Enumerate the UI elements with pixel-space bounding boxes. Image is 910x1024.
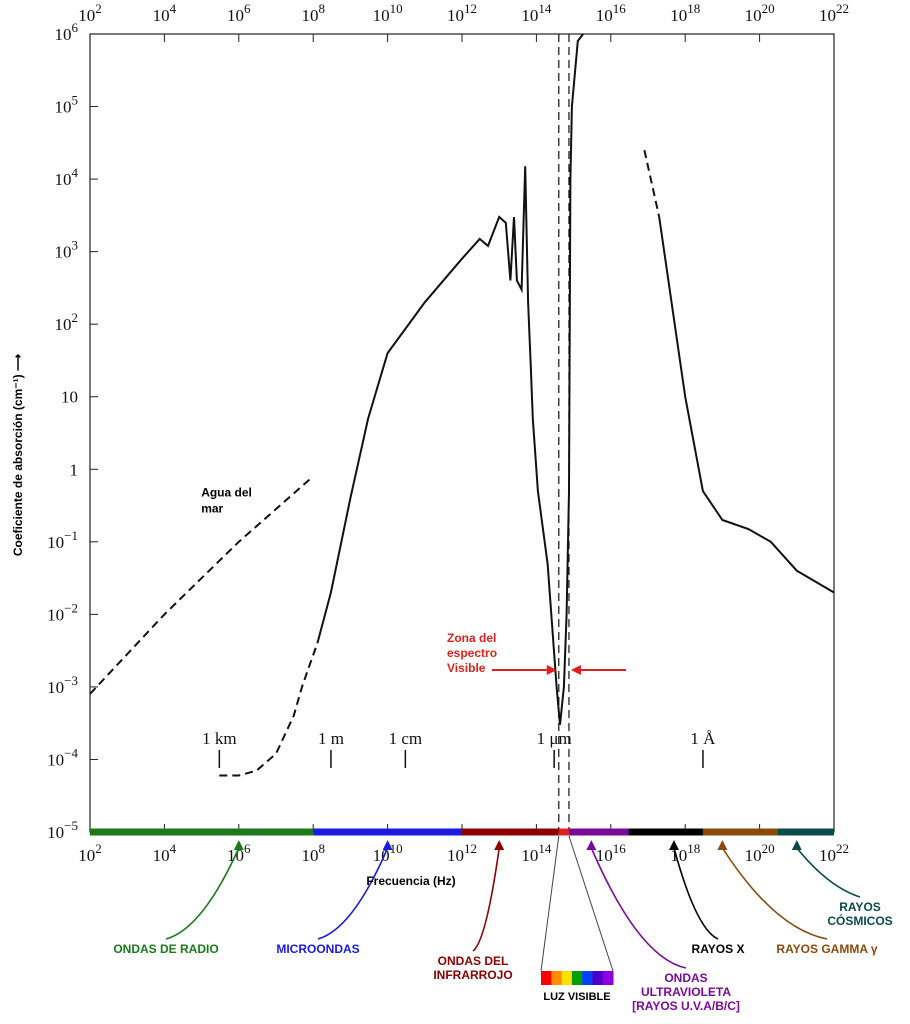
x-tick-label-bottom: 1010: [373, 841, 403, 865]
y-tick-label: 102: [55, 310, 79, 334]
visible-arrowhead-left: [546, 665, 557, 675]
x-tick-label-top: 1016: [596, 1, 627, 25]
visible-fan-right: [568, 835, 614, 972]
band-label: RAYOS X: [692, 942, 745, 956]
y-tick-label: 10−4: [47, 745, 78, 769]
visible-zone-annotation: Zona del espectro Visible: [447, 34, 626, 832]
band-label: ONDAS ULTRAVIOLETA [RAYOS U.V.A/B/C]: [632, 971, 740, 1013]
series-line: [316, 33, 584, 725]
visible-color-swatch: [561, 971, 573, 985]
visible-arrowhead-right: [570, 665, 581, 675]
x-tick-label-top: 1014: [521, 1, 552, 25]
band-arrowhead: [669, 840, 680, 850]
x-tick-label-top: 1020: [745, 1, 775, 25]
x-tick-label-bottom: 1020: [745, 841, 775, 865]
plot-frame: [89, 33, 835, 833]
band-arrow: [673, 847, 719, 940]
x-axis-label: Frecuencia (Hz): [366, 874, 455, 888]
y-tick-label: 105: [55, 93, 79, 117]
series-line: [643, 149, 661, 218]
y-tick-label: 1: [70, 460, 79, 479]
plot-border: [89, 33, 835, 833]
y-tick-label: 10−3: [47, 673, 78, 697]
x-tick-label-top: 1010: [373, 1, 403, 25]
band-arrow: [721, 847, 828, 940]
x-tick-label-bottom: 102: [78, 841, 102, 865]
x-tick-label-bottom: 1012: [447, 841, 477, 865]
band-label: RAYOS GAMMA γ: [776, 942, 877, 956]
visible-color-swatch: [551, 971, 563, 985]
wavelength-markers: 1 km 1 m 1 cm 1 μm 1 Å: [202, 729, 716, 768]
band-arrow: [472, 847, 500, 952]
x-tick-label-top: 1012: [447, 1, 477, 25]
wavelength-label: 1 μm: [537, 729, 572, 748]
x-tick-label-bottom: 104: [153, 841, 177, 865]
visible-fan-left: [540, 835, 560, 972]
y-axis-label: Coeficiente de absorción (cm⁻¹) ⟶: [11, 354, 25, 556]
wavelength-label: 1 m: [318, 729, 344, 748]
y-tick-label: 10−2: [47, 600, 78, 624]
y-tick-label: 10−5: [47, 818, 78, 842]
y-tick-label: 106: [55, 20, 79, 44]
band-arrowhead: [791, 840, 802, 850]
y-tick-label: 10: [61, 388, 78, 407]
band-label: ONDAS DEL INFRARROJO: [433, 954, 512, 982]
x-tick-label-top: 1022: [819, 1, 849, 25]
visible-color-swatch: [602, 971, 614, 985]
series-line: [89, 475, 314, 695]
spectrum-bands: ONDAS DE RADIO MICROONDAS ONDAS DEL INFRARR…: [90, 828, 893, 1013]
x-tick-label-top: 108: [301, 1, 325, 25]
x-tick-label-top: 104: [153, 1, 177, 25]
visible-color-swatch: [541, 971, 552, 985]
band-arrow: [590, 847, 687, 969]
series-line: [658, 216, 835, 594]
visible-color-swatch: [592, 971, 604, 985]
x-tick-label-bottom: 1014: [521, 841, 552, 865]
band-arrowhead: [233, 840, 244, 850]
series-line: [219, 642, 319, 777]
y-tick-label: 104: [55, 165, 79, 189]
y-tick-label: 103: [55, 238, 79, 262]
band-arrow: [317, 847, 389, 940]
x-tick-label-bottom: 1016: [596, 841, 627, 865]
series-label: Agua del mar: [201, 485, 252, 515]
band-arrowhead: [586, 840, 597, 850]
x-tick-label-bottom: 108: [301, 841, 325, 865]
band-label: MICROONDAS: [276, 942, 359, 956]
visible-color-swatch: [582, 971, 593, 985]
x-tick-label-top: 1018: [670, 1, 700, 25]
band-label: ONDAS DE RADIO: [113, 942, 218, 956]
band-arrowhead: [717, 840, 728, 850]
x-tick-label-top: 102: [78, 1, 102, 25]
wavelength-label: 1 km: [202, 729, 236, 748]
series-layer: Agua del mar: [89, 33, 835, 777]
visible-color-swatch: [571, 971, 583, 985]
visible-light-label: LUZ VISIBLE: [543, 991, 610, 1003]
x-tick-label-bottom: 1022: [819, 841, 849, 865]
band-arrowhead: [382, 840, 393, 850]
visible-zone-label: Zona del espectro Visible: [447, 631, 497, 675]
axis-ticks: 102 102 104 104 106 106 108 108 1010 1010 1012 1012…: [47, 1, 849, 865]
wavelength-label: 1 cm: [389, 729, 423, 748]
wavelength-label: 1 Å: [690, 729, 716, 748]
band-arrow: [796, 847, 861, 898]
band-arrowhead: [494, 840, 505, 850]
band-arrow: [165, 847, 240, 940]
band-label: RAYOS CÓSMICOS: [827, 900, 892, 928]
x-tick-label-top: 106: [227, 1, 251, 25]
y-tick-label: 10−1: [47, 528, 78, 552]
